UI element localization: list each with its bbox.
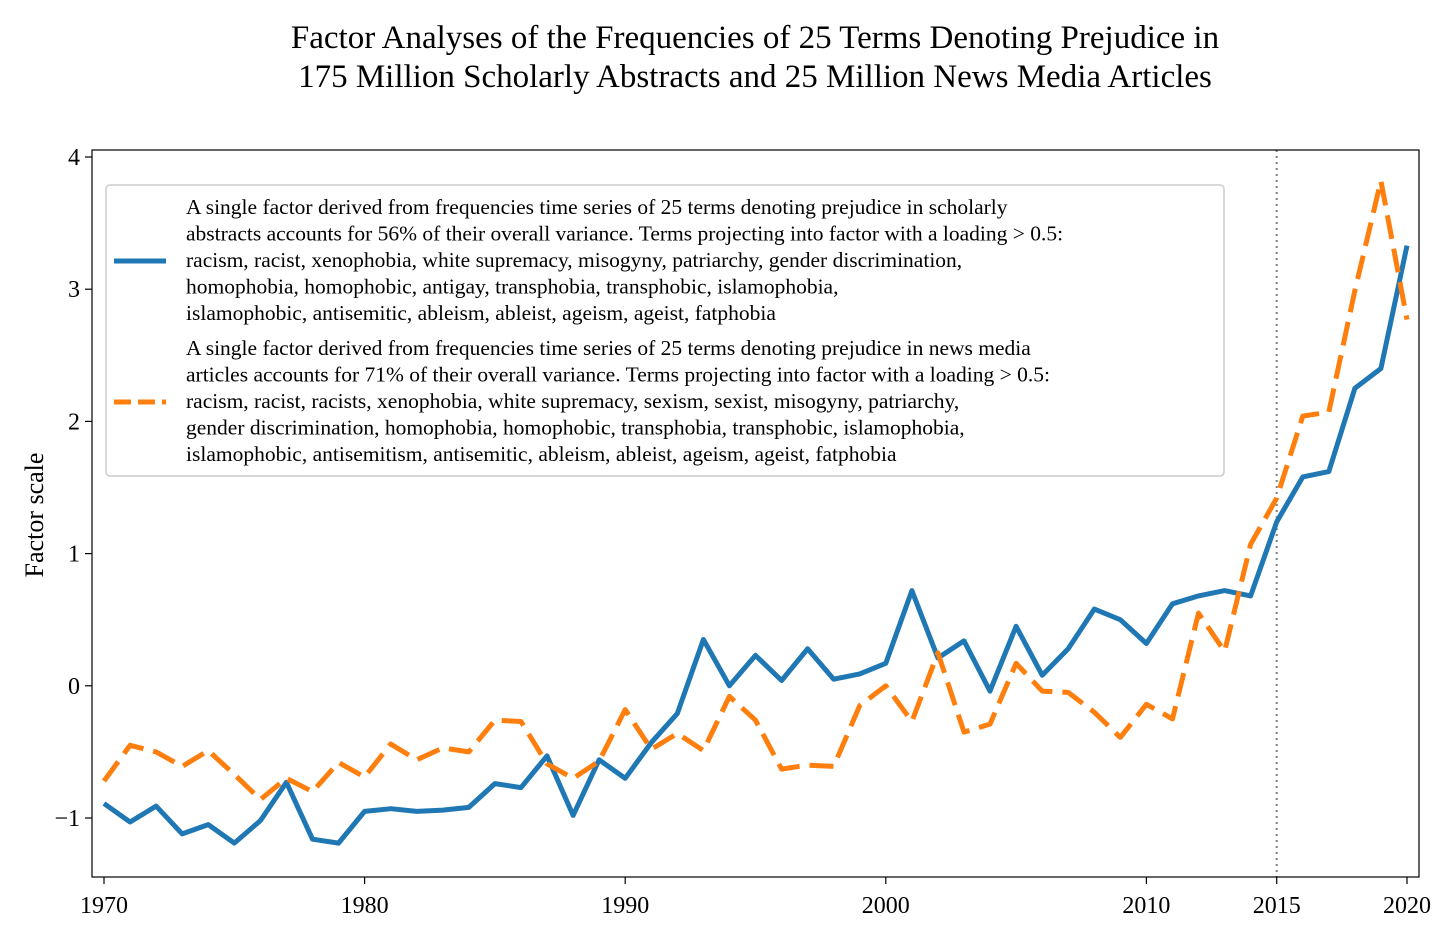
plot-frame [91, 149, 1420, 878]
legend-label-scholarly-line-5: islamophobic, antisemitic, ableism, able… [186, 301, 776, 325]
plot-area [101, 150, 1410, 877]
legend-box [105, 184, 1225, 477]
x-tick-label-2010: 2010 [1122, 893, 1170, 919]
y-tick-label-2: 2 [68, 409, 80, 435]
y-axis-label: Factor scale [20, 453, 49, 578]
axes: 1970 1980 1990 2000 2010 2015 2020 −1 0 1 2 3 4 [54, 145, 1431, 919]
y-tick-label-0: 0 [68, 674, 80, 700]
x-tick-label-1980: 1980 [341, 893, 389, 919]
y-tick-label--1: −1 [54, 806, 80, 832]
chart-title-line-2: 175 Million Scholarly Abstracts and 25 M… [298, 59, 1212, 95]
legend-label-news-line-5: islamophobic, antisemitism, antisemitic,… [186, 442, 897, 466]
legend-label-scholarly-line-4: homophobia, homophobic, antigay, transph… [186, 275, 838, 299]
legend-label-scholarly-line-1: A single factor derived from frequencies… [186, 195, 1008, 219]
series-line-news [101, 178, 1410, 802]
y-tick-label-3: 3 [68, 277, 80, 303]
legend-label-scholarly-line-3: racism, racist, xenophobia, white suprem… [186, 248, 962, 272]
y-tick-label-1: 1 [68, 542, 80, 568]
x-tick-label-2020: 2020 [1383, 893, 1431, 919]
chart-title-line-1: Factor Analyses of the Frequencies of 25… [291, 20, 1219, 56]
legend-label-news-line-3: racism, racist, racists, xenophobia, whi… [186, 389, 959, 413]
legend-label-news-line-1: A single factor derived from frequencies… [186, 336, 1031, 360]
y-tick-label-4: 4 [68, 145, 80, 171]
x-tick-label-2000: 2000 [862, 893, 910, 919]
chart-title: Factor Analyses of the Frequencies of 25… [291, 20, 1219, 95]
legend: A single factor derived from frequencies… [105, 184, 1225, 477]
legend-label-scholarly-line-2: abstracts accounts for 56% of their over… [186, 222, 1063, 246]
x-tick-label-2015: 2015 [1253, 893, 1301, 919]
series-line-scholarly [102, 245, 1410, 846]
legend-label-news-line-2: articles accounts for 71% of their overa… [186, 363, 1050, 387]
x-tick-label-1970: 1970 [80, 893, 128, 919]
legend-label-news-line-4: gender discrimination, homophobia, homop… [186, 416, 965, 440]
x-tick-label-1990: 1990 [601, 893, 649, 919]
